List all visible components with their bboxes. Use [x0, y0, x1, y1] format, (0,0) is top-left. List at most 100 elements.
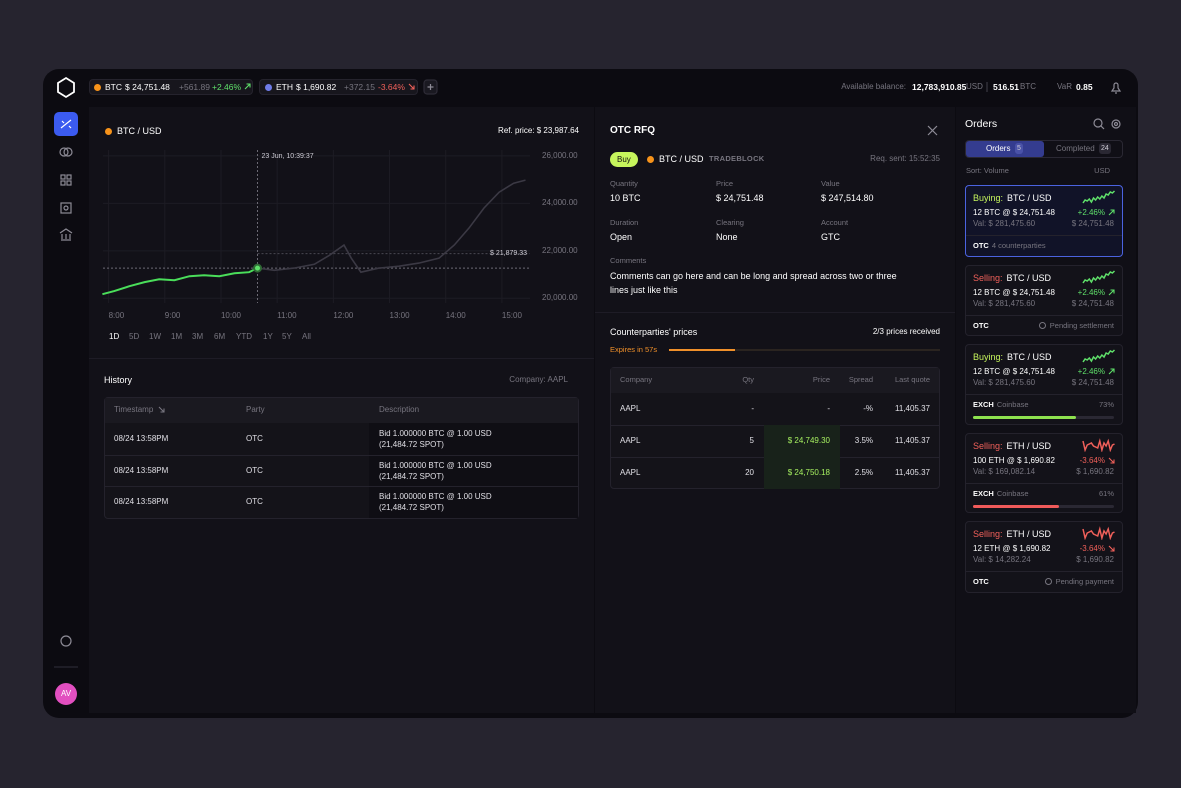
y-tick-label: 20,000.00 — [542, 293, 578, 303]
tab-active[interactable] — [966, 141, 1044, 157]
text: GTC — [821, 232, 840, 242]
price-cell — [764, 457, 840, 489]
text[interactable]: Orders — [986, 144, 1011, 153]
sparkline — [1082, 349, 1116, 363]
range-button[interactable]: 1M — [171, 332, 183, 341]
x-tick-label: 10:00 — [220, 311, 242, 320]
text: BTC — [105, 82, 122, 92]
text: $ 1,690.82 — [1076, 467, 1114, 476]
ticker-pill[interactable] — [89, 79, 253, 95]
card-divider — [966, 571, 1122, 572]
order-card[interactable] — [965, 185, 1123, 257]
range-button[interactable]: 3M — [192, 332, 204, 341]
text[interactable]: USD — [1094, 166, 1110, 175]
sparkline — [1082, 526, 1115, 540]
range-button[interactable]: 1D — [109, 332, 120, 341]
text: OTC — [973, 321, 989, 330]
sparkline — [1082, 438, 1115, 452]
order-card[interactable] — [965, 433, 1123, 513]
text: OTC — [973, 577, 989, 586]
text: -3.64% — [1079, 456, 1105, 465]
column-header: Timestamp — [114, 405, 154, 414]
column-header: Last quote — [894, 375, 930, 384]
ticker-pill[interactable] — [259, 79, 418, 95]
range-button[interactable]: 6M — [214, 332, 226, 341]
coin-icon — [93, 83, 101, 91]
text: BTC / USD — [1007, 352, 1052, 362]
progress-fill — [973, 416, 1076, 419]
text: Ref. price: $ 23,987.64 — [498, 126, 579, 135]
text: BTC / USD — [1006, 273, 1052, 283]
column-header: Party — [246, 405, 265, 414]
text: BTC — [1020, 82, 1036, 91]
range-button[interactable]: YTD — [236, 332, 252, 341]
text: Val: $ 281,475.60 — [973, 378, 1036, 387]
text[interactable]: Completed — [1056, 144, 1095, 153]
text: 12 BTC @ $ 24,751.48 — [973, 208, 1055, 217]
text[interactable]: Company: AAPL — [509, 375, 568, 384]
nav-active[interactable] — [54, 112, 78, 136]
card-divider — [966, 394, 1122, 395]
text: 3.5% — [854, 436, 873, 445]
text: VaR — [1057, 82, 1072, 91]
range-button[interactable]: All — [302, 332, 311, 341]
text: Val: $ 169,082.14 — [973, 467, 1036, 476]
trend-arrow — [1108, 457, 1115, 464]
text: 12 BTC @ $ 24,751.48 — [973, 367, 1055, 376]
text: USD — [966, 82, 983, 91]
card-divider — [966, 235, 1122, 236]
price-cell — [764, 425, 840, 457]
avatar[interactable] — [55, 683, 77, 705]
text: 4 counterparties — [991, 241, 1046, 250]
text: Open — [610, 232, 633, 242]
text: -% — [863, 404, 873, 413]
text: $ 24,749.30 — [787, 436, 830, 445]
trend-arrow — [1108, 368, 1115, 375]
range-button[interactable]: 1Y — [263, 332, 273, 341]
text: Pending payment — [1055, 577, 1114, 586]
text: Req. sent: 15:52:35 — [870, 154, 940, 163]
text: $ 24,751.48 — [716, 193, 764, 203]
text: 08/24 13:58PM — [114, 465, 169, 475]
text: ETH / USD — [1006, 529, 1052, 539]
trend-arrow — [1108, 209, 1115, 216]
text: TRADEBLOCK — [709, 154, 765, 163]
column-header: Price — [812, 375, 830, 384]
expiry-fill — [669, 349, 735, 351]
range-button[interactable]: 5D — [129, 332, 140, 341]
text[interactable]: Buy — [610, 152, 638, 167]
text: BTC / USD — [117, 126, 162, 136]
text: 12,783,910.85 — [912, 82, 967, 92]
text: lines just like this — [610, 285, 678, 295]
text: +372.15 — [344, 82, 375, 92]
description-column — [369, 423, 578, 518]
table-header — [611, 368, 939, 393]
text: Duration — [610, 218, 639, 227]
text: $ 24,751.48 — [1071, 299, 1114, 308]
text: Coinbase — [996, 489, 1029, 498]
order-card[interactable] — [965, 521, 1123, 593]
text: 10 BTC — [610, 193, 641, 203]
sparkline — [1082, 270, 1116, 284]
trend-arrow — [408, 83, 415, 90]
text: None — [716, 232, 738, 242]
x-tick-label: 13:00 — [389, 311, 410, 320]
text: 20 — [745, 468, 754, 477]
y-tick-label: 22,000.00 — [542, 245, 578, 255]
text: $ 1,690.82 — [296, 82, 337, 92]
text: 12 ETH @ $ 1,690.82 — [973, 544, 1051, 553]
trend-arrow — [1108, 289, 1115, 296]
text[interactable]: Sort: Volume — [966, 166, 1009, 175]
sparkline — [1082, 190, 1116, 204]
text: Price — [716, 179, 734, 188]
text: AAPL — [620, 468, 641, 477]
card-divider — [966, 315, 1122, 316]
text: $ 21,879.33 — [490, 249, 527, 257]
range-button[interactable]: 1W — [149, 332, 161, 341]
text: +2.46% — [1077, 288, 1105, 297]
text: Selling: — [973, 529, 1003, 539]
text: 11,405.37 — [895, 468, 930, 477]
range-button[interactable]: 5Y — [282, 332, 292, 341]
text: Bid 1.000000 BTC @ 1.00 USD — [379, 492, 492, 501]
text: OTC — [246, 465, 263, 475]
